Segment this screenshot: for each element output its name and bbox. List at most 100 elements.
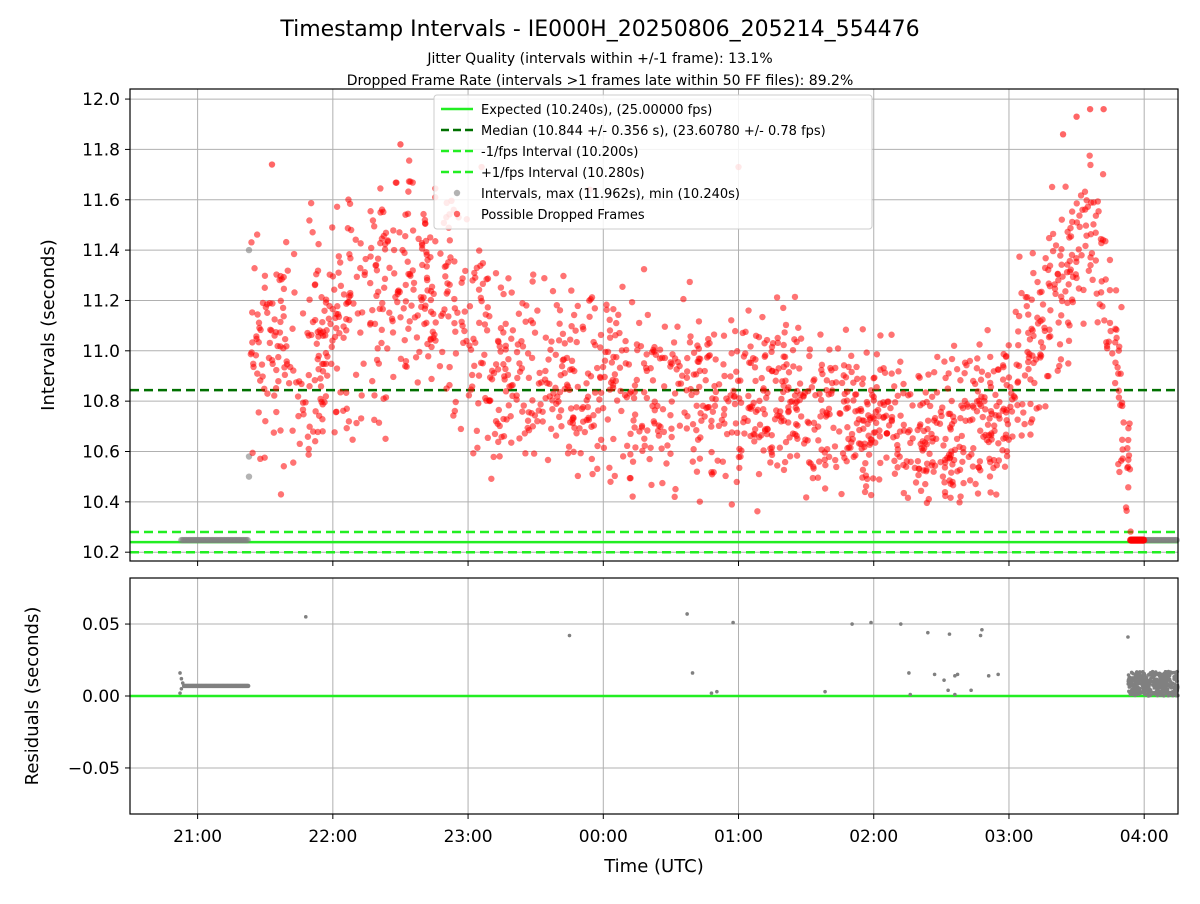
dropped-frame-point xyxy=(728,501,736,508)
dropped-frame-point xyxy=(500,290,507,298)
dropped-frame-point xyxy=(826,346,833,353)
dropped-frame-point xyxy=(907,391,914,398)
dropped-frame-point xyxy=(555,337,563,344)
dropped-frame-point xyxy=(386,309,393,316)
dropped-frame-point xyxy=(642,364,650,372)
dropped-frame-point xyxy=(253,333,260,340)
dropped-frame-point xyxy=(972,480,979,488)
dropped-frame-point xyxy=(933,389,941,396)
legend-dropped-label: Possible Dropped Frames xyxy=(481,208,645,223)
dropped-frame-point xyxy=(1118,303,1125,311)
dropped-frame-point xyxy=(900,421,907,429)
residual-point xyxy=(178,691,182,695)
residual-point xyxy=(1162,688,1166,693)
dropped-frame-point xyxy=(362,255,369,263)
residual-point xyxy=(1137,681,1142,685)
dropped-frame-point xyxy=(1112,325,1119,333)
dropped-frame-point xyxy=(894,450,901,458)
dropped-frame-point xyxy=(643,351,650,358)
dropped-frame-point xyxy=(333,324,340,332)
dropped-frame-point xyxy=(893,432,900,440)
dropped-frame-point xyxy=(1078,252,1085,259)
dropped-frame-point xyxy=(531,412,539,419)
dropped-frame-point xyxy=(689,458,696,465)
top-plot-frame xyxy=(129,88,1179,562)
dropped-frame-point xyxy=(497,348,504,355)
dropped-frame-point xyxy=(516,360,523,367)
dropped-frame-point xyxy=(357,240,364,247)
dropped-frame-point xyxy=(768,444,776,451)
dropped-frame-point xyxy=(589,470,596,478)
dropped-frame-point xyxy=(1065,281,1072,288)
dropped-frame-point xyxy=(668,398,675,405)
residual-point xyxy=(1157,673,1162,677)
dropped-frame-point xyxy=(250,360,257,368)
dropped-frame-point xyxy=(413,334,421,341)
dropped-frame-point xyxy=(722,472,729,480)
dropped-frame-point xyxy=(689,421,697,428)
dropped-frame-point xyxy=(503,416,510,423)
dropped-frame-point xyxy=(254,370,261,377)
dropped-frame-point xyxy=(405,325,412,332)
dropped-frame-point xyxy=(475,372,483,379)
dropped-frame-point xyxy=(981,397,988,405)
dropped-frame-point xyxy=(794,422,801,429)
legend-intervals-marker xyxy=(453,189,461,197)
dropped-frame-point xyxy=(1069,218,1076,226)
dropped-frame-point xyxy=(941,358,948,365)
dropped-frame-point xyxy=(1049,230,1057,238)
dropped-frame-point xyxy=(1056,362,1063,370)
top-axis-ticks: 10.2 10.4 10.6 10.8 11.0 11.2 11.4 11.6 11.8 12.0 xyxy=(82,90,1145,566)
dropped-frame-point xyxy=(1024,293,1031,301)
dropped-frame-point xyxy=(1119,446,1126,453)
dropped-frame-point xyxy=(906,427,913,434)
dropped-frame-point xyxy=(1115,387,1123,394)
residual-point xyxy=(1126,673,1131,677)
dropped-frame-point xyxy=(556,307,564,314)
dropped-frame-point xyxy=(660,428,668,436)
dropped-frame-point xyxy=(374,345,381,352)
dropped-frame-point xyxy=(1027,419,1035,426)
dropped-frame-point xyxy=(1098,278,1105,285)
dropped-frame-point xyxy=(973,398,981,405)
dropped-frame-point xyxy=(928,393,936,400)
dropped-frame-point xyxy=(922,389,929,396)
dropped-frame-point xyxy=(273,408,280,416)
dropped-frame-point xyxy=(736,464,743,472)
dropped-frame-point xyxy=(695,358,702,366)
dropped-frame-point xyxy=(631,382,639,389)
residual-point xyxy=(1150,679,1154,684)
dropped-frame-point xyxy=(1073,200,1080,207)
dropped-frame-point xyxy=(371,392,378,399)
dropped-frame-point xyxy=(768,451,776,459)
dropped-frame-point xyxy=(255,319,263,326)
dropped-frame-point xyxy=(785,384,792,391)
dropped-frame-point xyxy=(353,419,360,427)
dropped-frame-point xyxy=(418,296,425,304)
dropped-frame-point xyxy=(1075,285,1083,292)
dropped-frame-point xyxy=(606,464,613,471)
dropped-frame-point xyxy=(479,280,487,288)
dropped-frame-point xyxy=(988,432,995,439)
dropped-frame-point xyxy=(948,397,955,405)
dropped-frame-point xyxy=(947,494,954,501)
dropped-frame-point xyxy=(1058,216,1066,223)
dropped-frame-point xyxy=(469,277,476,284)
dropped-frame-point xyxy=(392,179,400,186)
dropped-frame-point xyxy=(524,350,532,357)
residual-point xyxy=(1138,670,1142,674)
dropped-frame-point xyxy=(427,296,435,304)
dropped-frame-point xyxy=(509,327,517,334)
dropped-frame-point xyxy=(1079,206,1086,214)
dropped-frame-point xyxy=(390,227,397,234)
dropped-frame-point xyxy=(756,421,764,428)
dropped-frame-point xyxy=(668,425,675,432)
dropped-frame-point xyxy=(627,451,634,458)
dropped-frame-point xyxy=(400,305,407,312)
dropped-frame-point xyxy=(552,384,559,392)
dropped-frame-point xyxy=(654,402,661,410)
dropped-frame-point xyxy=(309,428,317,435)
dropped-frame-point xyxy=(1048,183,1056,191)
dropped-frame-point xyxy=(333,365,341,372)
dropped-frame-point xyxy=(1018,432,1025,439)
